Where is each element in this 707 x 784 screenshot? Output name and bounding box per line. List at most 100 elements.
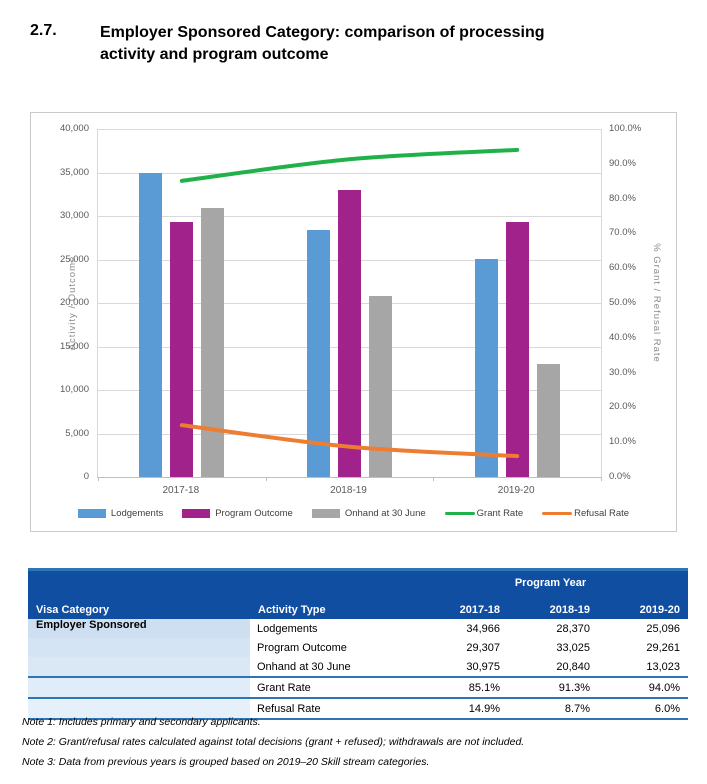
x-axis-tick [265, 477, 267, 481]
line-grant-rate [179, 147, 520, 183]
legend-swatch-refusal-rate [542, 511, 573, 516]
bar-program-outcome [338, 189, 361, 477]
visa-category-cell [28, 657, 250, 677]
value-cell: 28,370 [508, 619, 598, 638]
x-axis-tick [601, 477, 602, 481]
right-axis-tick-label: 20.0% [609, 401, 636, 413]
plot-area [97, 129, 602, 481]
value-cell: 29,261 [598, 638, 688, 657]
value-cell: 29,307 [413, 638, 508, 657]
legend-label: Program Outcome [215, 508, 293, 519]
header-visa-category: Visa Category [28, 594, 250, 619]
header-spacer [28, 568, 413, 594]
right-axis-tick-label: 0.0% [609, 471, 631, 482]
activity-cell: Program Outcome [250, 638, 413, 657]
right-axis-tick-label: 100.0% [609, 123, 642, 134]
table-row: Refusal Rate 14.9% 8.7% 6.0% [28, 697, 688, 720]
line-series-layer [179, 147, 520, 459]
left-axis-tick-label: 5,000 [65, 427, 89, 439]
value-cell: 34,966 [413, 619, 508, 638]
bar-lodgements [474, 258, 498, 477]
left-axis-tick-label: 40,000 [59, 123, 89, 134]
header-year-1: 2017-18 [413, 594, 508, 619]
x-axis-label: 2017-18 [162, 485, 200, 496]
line-refusal-rate [179, 423, 520, 459]
table-row: Employer Sponsored Lodgements 34,966 28,… [28, 619, 688, 638]
header-program-year: Program Year [413, 568, 688, 594]
header-year-2: 2018-19 [508, 594, 598, 619]
x-axis-tick [433, 477, 435, 481]
x-axis-label: 2018-19 [330, 485, 367, 496]
table-row: Onhand at 30 June 30,975 20,840 13,023 [28, 657, 688, 677]
bar-lodgements [307, 230, 330, 477]
section-number: 2.7. [30, 22, 57, 39]
legend-item-lodgements: Lodgements [77, 508, 164, 519]
right-axis-tick-label: 50.0% [609, 297, 636, 308]
note-3: Note 3: Data from previous years is grou… [22, 756, 430, 768]
left-axis-tick-label: 10,000 [59, 384, 89, 395]
right-axis-tick-label: 70.0% [609, 227, 636, 239]
left-axis-tick-label: 25,000 [59, 253, 89, 265]
legend-item-onhand-at-30-june: Onhand at 30 June [311, 508, 426, 519]
visa-category-cell [28, 676, 250, 698]
gridline [98, 172, 601, 174]
activity-cell: Grant Rate [250, 676, 413, 698]
right-axis-tick-label: 40.0% [609, 331, 636, 343]
section-heading: 2.7. Employer Sponsored Category: compar… [30, 22, 555, 66]
x-axis-tick [98, 477, 99, 481]
legend-swatch-grant-rate [444, 511, 475, 516]
right-axis-tick-label: 60.0% [609, 262, 636, 274]
legend-swatch-lodgements [77, 509, 106, 518]
gridline [98, 129, 601, 130]
bar-program-outcome [170, 222, 194, 477]
value-cell: 20,840 [508, 657, 598, 677]
value-cell: 94.0% [598, 676, 688, 698]
bar-program-outcome [505, 222, 529, 477]
left-axis-tick-label: 20,000 [59, 297, 89, 308]
right-axis-tick-label: 90.0% [609, 157, 636, 169]
note-1: Note 1: Includes primary and secondary a… [22, 716, 261, 728]
bar-onhand-at-30-june [201, 207, 225, 477]
left-axis-tick-label: 15,000 [59, 340, 89, 352]
page-title: Employer Sponsored Category: comparison … [100, 24, 545, 63]
legend-item-program-outcome: Program Outcome [182, 508, 293, 519]
value-cell: 30,975 [413, 657, 508, 677]
value-cell: 91.3% [508, 676, 598, 698]
legend-swatch-program-outcome [182, 509, 211, 518]
legend-item-grant-rate: Grant Rate [444, 508, 524, 519]
legend-label: Lodgements [110, 508, 164, 519]
activity-cell: Lodgements [250, 619, 413, 638]
table-row: Program Outcome 29,307 33,025 29,261 [28, 638, 688, 657]
combo-chart: Activity / Outcome % Grant / Refusal Rat… [30, 112, 677, 532]
legend-label: Grant Rate [476, 508, 524, 519]
activity-cell: Refusal Rate [250, 697, 413, 720]
visa-category-cell [28, 697, 250, 720]
bar-onhand-at-30-june [536, 363, 560, 477]
value-cell: 33,025 [508, 638, 598, 657]
summary-table: Program Year Visa Category Activity Type… [28, 568, 688, 720]
value-cell: 8.7% [508, 697, 598, 720]
legend-swatch-onhand-at-30-june [311, 509, 340, 518]
activity-cell: Onhand at 30 June [250, 657, 413, 677]
legend-label: Onhand at 30 June [344, 508, 426, 519]
legend-item-refusal-rate: Refusal Rate [542, 508, 629, 519]
value-cell: 85.1% [413, 676, 508, 698]
right-axis-tick-label: 30.0% [609, 366, 636, 378]
visa-category-cell [28, 638, 250, 657]
value-cell: 13,023 [598, 657, 688, 677]
legend-label: Refusal Rate [574, 508, 630, 519]
left-axis-tick-label: 0 [83, 471, 89, 482]
bar-lodgements [139, 172, 163, 477]
value-cell: 14.9% [413, 697, 508, 720]
right-axis-tick-label: 10.0% [609, 436, 636, 448]
value-cell: 25,096 [598, 619, 688, 638]
chart-legend: Lodgements Program Outcome Onhand at 30 Ju… [31, 508, 676, 519]
visa-category-cell: Employer Sponsored [28, 619, 250, 638]
right-axis-tick-label: 80.0% [609, 192, 636, 204]
x-axis-label: 2019-20 [497, 485, 535, 496]
header-activity-type: Activity Type [250, 594, 413, 619]
footnotes: Note 1: Includes primary and secondary a… [22, 716, 524, 776]
right-axis-title: % Grant / Refusal Rate [651, 243, 662, 363]
left-axis-tick-label: 35,000 [59, 166, 89, 178]
